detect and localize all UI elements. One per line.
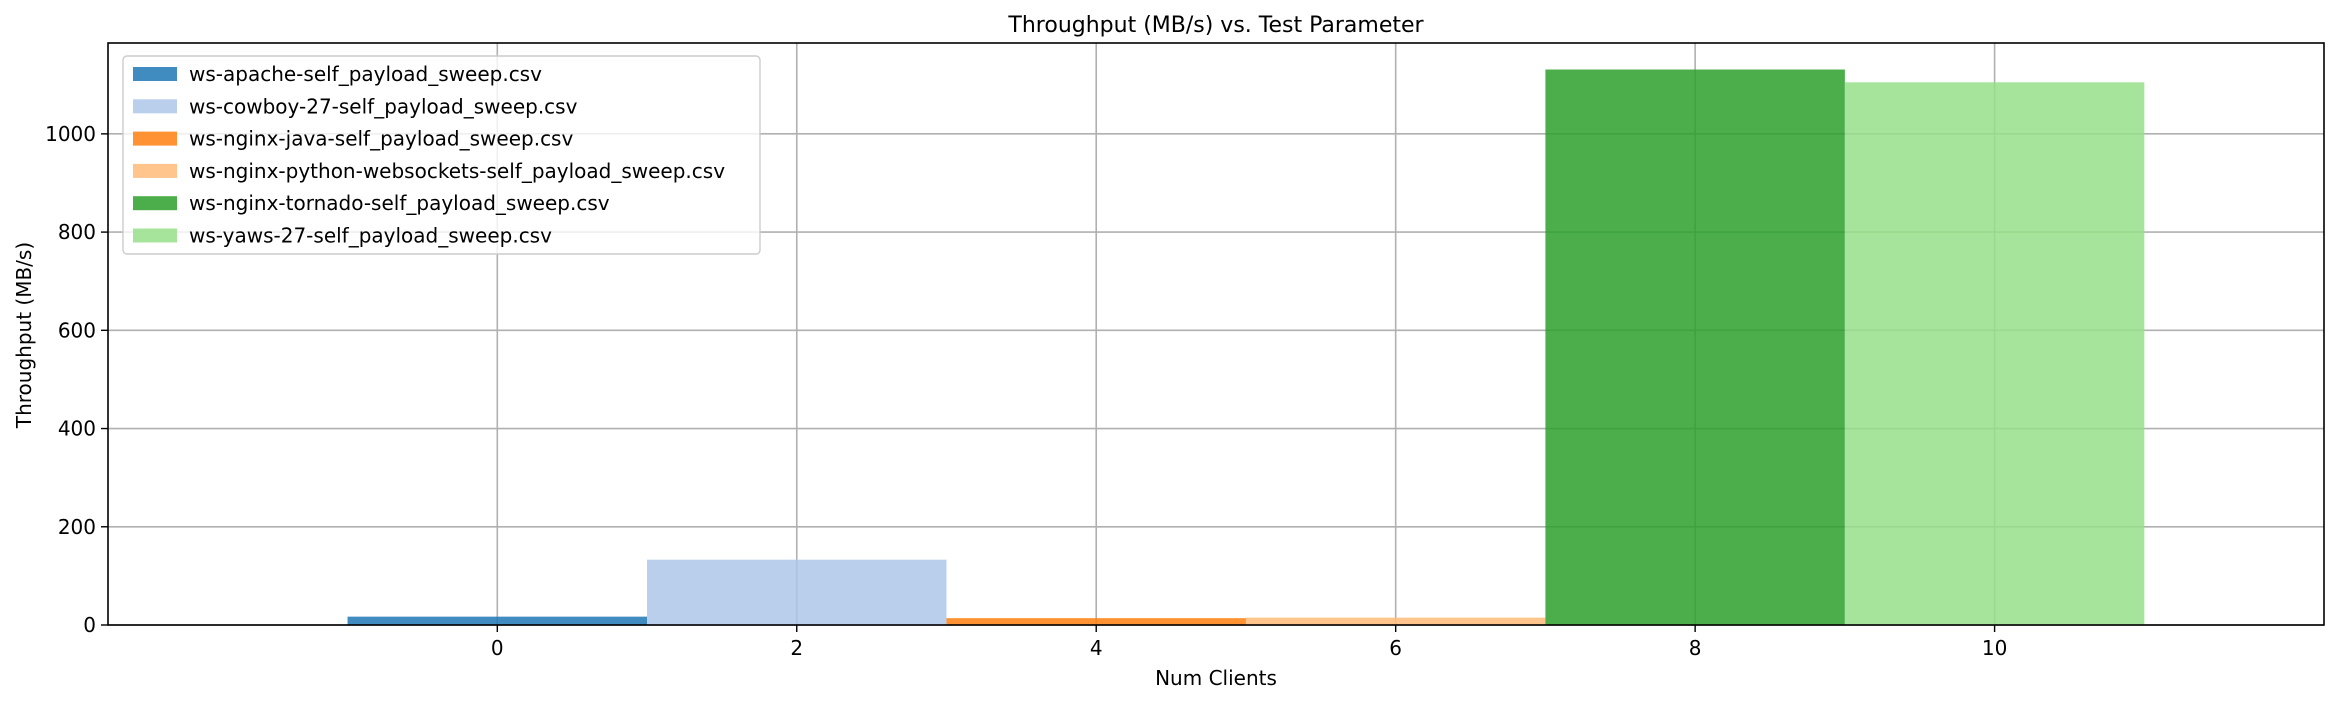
x-tick-label: 10 bbox=[1982, 636, 2007, 660]
legend-label: ws-cowboy-27-self_payload_sweep.csv bbox=[189, 94, 578, 118]
x-tick-label: 4 bbox=[1090, 636, 1103, 660]
legend-swatch bbox=[133, 99, 177, 114]
y-axis-label: Throughput (MB/s) bbox=[12, 242, 36, 429]
bar-4 bbox=[1245, 617, 1546, 625]
legend-swatch bbox=[133, 228, 177, 243]
y-tick-label: 200 bbox=[58, 515, 96, 539]
y-tick-label: 800 bbox=[58, 220, 96, 244]
y-tick-label: 400 bbox=[58, 417, 96, 441]
y-tick-label: 600 bbox=[58, 318, 96, 342]
axis-ticks: 0 2 4 6 8 10 0 200 400 600 800 1000 bbox=[45, 122, 2007, 660]
bar-2 bbox=[647, 559, 947, 625]
x-tick-label: 0 bbox=[491, 636, 504, 660]
legend-label: ws-yaws-27-self_payload_sweep.csv bbox=[189, 224, 552, 248]
legend-swatch bbox=[133, 163, 177, 178]
legend-box bbox=[122, 55, 761, 255]
bar-5 bbox=[1545, 69, 1845, 625]
x-axis-label: Num Clients bbox=[1155, 666, 1277, 690]
legend-label: ws-apache-self_payload_sweep.csv bbox=[189, 62, 542, 86]
bars bbox=[347, 69, 2145, 625]
legend: ws-apache-self_payload_sweep.csv ws-cowbo… bbox=[122, 55, 761, 255]
plot-frame bbox=[107, 42, 2325, 626]
legend-swatch bbox=[133, 131, 177, 146]
x-tick-label: 6 bbox=[1389, 636, 1402, 660]
y-tick-label: 0 bbox=[83, 613, 96, 637]
legend-label: ws-nginx-java-self_payload_sweep.csv bbox=[189, 127, 573, 151]
legend-swatch bbox=[133, 196, 177, 211]
legend-label: ws-nginx-python-websockets-self_payload_… bbox=[189, 159, 725, 183]
legend-swatch bbox=[133, 67, 177, 81]
bar-3 bbox=[946, 618, 1246, 625]
chart-title: Throughput (MB/s) vs. Test Parameter bbox=[1007, 13, 1424, 38]
legend-label: ws-nginx-tornado-self_payload_sweep.csv bbox=[189, 191, 610, 215]
x-tick-label: 2 bbox=[790, 636, 803, 660]
y-tick-label: 1000 bbox=[45, 122, 96, 146]
bar-6 bbox=[1844, 82, 2145, 625]
bar-1 bbox=[347, 616, 648, 625]
x-tick-label: 8 bbox=[1689, 636, 1702, 660]
